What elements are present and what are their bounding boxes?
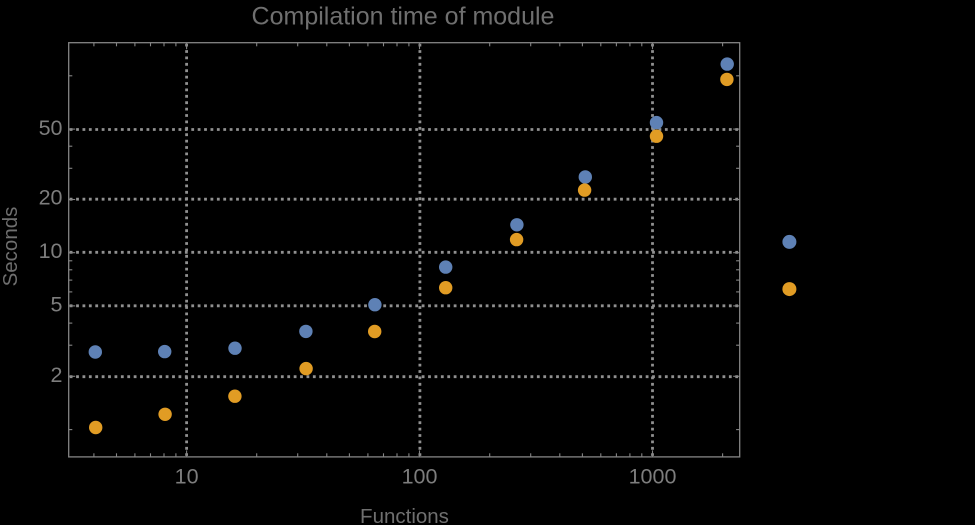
svg-text:100: 100 xyxy=(402,464,438,488)
svg-text:2: 2 xyxy=(51,363,63,387)
svg-text:10: 10 xyxy=(39,239,63,263)
svg-text:Compilation time of module: Compilation time of module xyxy=(252,3,555,31)
svg-text:5: 5 xyxy=(51,292,63,316)
svg-text:Seconds: Seconds xyxy=(0,207,22,287)
svg-text:20: 20 xyxy=(39,186,63,210)
svg-text:1000: 1000 xyxy=(629,464,677,488)
svg-text:Functions: Functions xyxy=(360,505,449,525)
svg-text:50: 50 xyxy=(39,116,63,140)
svg-text:10: 10 xyxy=(175,464,199,488)
